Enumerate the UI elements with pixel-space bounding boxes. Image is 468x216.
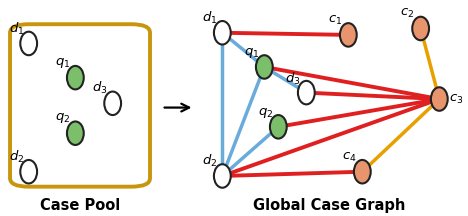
Text: Global Case Graph: Global Case Graph xyxy=(254,199,406,213)
Ellipse shape xyxy=(214,21,231,44)
Ellipse shape xyxy=(104,92,121,115)
Text: $d_{2}$: $d_{2}$ xyxy=(202,153,217,169)
Ellipse shape xyxy=(67,121,84,145)
Text: Case Pool: Case Pool xyxy=(40,199,120,213)
Ellipse shape xyxy=(270,115,287,139)
Ellipse shape xyxy=(20,160,37,183)
Text: $q_{2}$: $q_{2}$ xyxy=(55,111,70,125)
Text: $d_{3}$: $d_{3}$ xyxy=(285,71,301,87)
Text: $c_{1}$: $c_{1}$ xyxy=(328,14,343,27)
Text: $d_{3}$: $d_{3}$ xyxy=(92,80,107,96)
Text: $c_{4}$: $c_{4}$ xyxy=(342,151,357,164)
Ellipse shape xyxy=(256,55,273,79)
Ellipse shape xyxy=(431,87,448,111)
Text: $q_{1}$: $q_{1}$ xyxy=(243,46,259,60)
Text: $q_{2}$: $q_{2}$ xyxy=(257,106,273,120)
Ellipse shape xyxy=(354,160,371,183)
Text: $d_{1}$: $d_{1}$ xyxy=(202,10,217,26)
Ellipse shape xyxy=(298,81,314,104)
Ellipse shape xyxy=(214,164,231,188)
Text: $d_{2}$: $d_{2}$ xyxy=(9,149,25,165)
Ellipse shape xyxy=(67,66,84,89)
Text: $q_{1}$: $q_{1}$ xyxy=(55,56,70,70)
Text: $c_{2}$: $c_{2}$ xyxy=(401,7,415,21)
Text: $c_{3}$: $c_{3}$ xyxy=(449,92,463,106)
Text: $d_{1}$: $d_{1}$ xyxy=(9,21,25,37)
FancyBboxPatch shape xyxy=(10,24,150,187)
Ellipse shape xyxy=(20,32,37,55)
Ellipse shape xyxy=(340,23,357,47)
Ellipse shape xyxy=(412,17,429,40)
